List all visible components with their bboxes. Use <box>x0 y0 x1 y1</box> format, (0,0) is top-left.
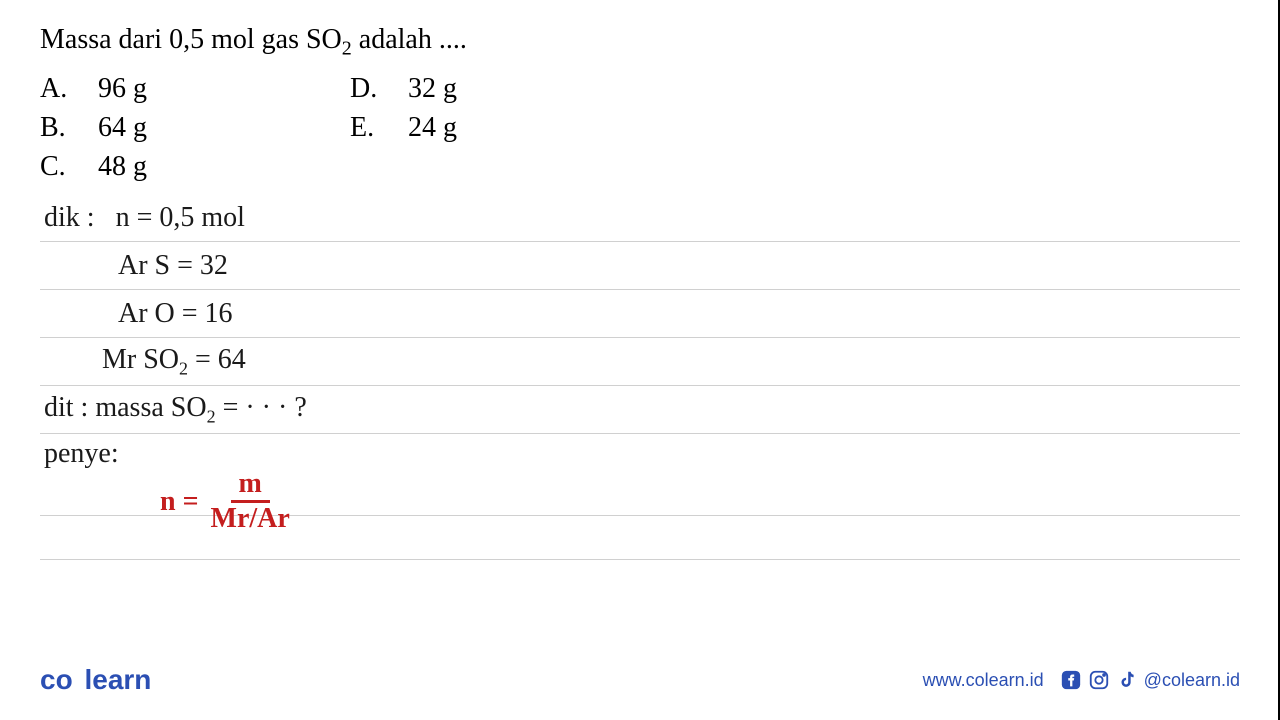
ar-o: Ar O = 16 <box>40 298 233 330</box>
option-letter-a: A. <box>40 69 98 108</box>
option-letter-d: D. <box>350 69 408 108</box>
option-value-c: 48 g <box>98 147 147 186</box>
work-line-4: Mr SO2 = 64 <box>40 338 1240 386</box>
footer: co learn www.colearn.id @colearn.id <box>40 664 1240 696</box>
logo-part2: learn <box>84 664 151 695</box>
option-c: C. 48 g <box>40 147 350 186</box>
formula-n-equals: n = <box>160 486 199 518</box>
penye-label: penye: <box>40 434 1240 470</box>
tiktok-icon[interactable] <box>1116 669 1138 691</box>
mr-after: = 64 <box>188 344 246 375</box>
website-link[interactable]: www.colearn.id <box>923 670 1044 691</box>
logo-separator <box>75 664 83 695</box>
work-line-2: Ar S = 32 <box>40 242 1240 290</box>
option-letter-e: E. <box>350 108 408 147</box>
work-line-5: dit : massa SO2 = · · · ? <box>40 386 1240 434</box>
social-links: @colearn.id <box>1060 669 1240 691</box>
instagram-icon[interactable] <box>1088 669 1110 691</box>
handwritten-work: dik : n = 0,5 mol Ar S = 32 Ar O = 16 Mr… <box>40 194 1240 604</box>
fraction-numerator: m <box>231 470 270 503</box>
option-value-b: 64 g <box>98 108 147 147</box>
dik-label: dik : n = 0,5 mol <box>40 202 245 234</box>
work-line-6: penye: n = m Mr/Ar <box>40 434 1240 516</box>
question-after: adalah .... <box>352 24 467 55</box>
option-a: A. 96 g <box>40 69 350 108</box>
work-line-1: dik : n = 0,5 mol <box>40 194 1240 242</box>
facebook-icon[interactable] <box>1060 669 1082 691</box>
question-before: Massa dari 0,5 mol gas SO <box>40 24 342 55</box>
option-b: B. 64 g <box>40 108 350 147</box>
social-handle: @colearn.id <box>1144 670 1240 691</box>
work-line-3: Ar O = 16 <box>40 290 1240 338</box>
option-d: D. 32 g <box>350 69 457 108</box>
work-line-empty-2 <box>40 560 1240 604</box>
option-e: E. 24 g <box>350 108 457 147</box>
dit-before: dit : massa SO <box>44 392 207 423</box>
ar-s: Ar S = 32 <box>40 250 228 282</box>
option-value-a: 96 g <box>98 69 147 108</box>
dit-line: dit : massa SO2 = · · · ? <box>40 392 307 428</box>
option-letter-c: C. <box>40 147 98 186</box>
work-line-empty-1 <box>40 516 1240 560</box>
mr-before: Mr SO <box>102 344 179 375</box>
mr-sub: 2 <box>179 358 188 378</box>
dit-after: = · · · ? <box>216 392 307 423</box>
question-text: Massa dari 0,5 mol gas SO2 adalah .... <box>40 24 1240 61</box>
colearn-logo: co learn <box>40 664 151 696</box>
options-grid: A. 96 g B. 64 g C. 48 g D. 32 g E. 24 g <box>40 69 1240 187</box>
option-letter-b: B. <box>40 108 98 147</box>
dik-text: dik : <box>44 202 95 233</box>
options-right-col: D. 32 g E. 24 g <box>350 69 457 187</box>
logo-part1: co <box>40 664 73 695</box>
footer-right: www.colearn.id @colearn.id <box>923 669 1240 691</box>
dik-eq: n = 0,5 mol <box>116 202 245 233</box>
options-left-col: A. 96 g B. 64 g C. 48 g <box>40 69 350 187</box>
dit-sub: 2 <box>207 406 216 426</box>
page-container: Massa dari 0,5 mol gas SO2 adalah .... A… <box>0 0 1280 720</box>
mr-so2: Mr SO2 = 64 <box>40 344 246 380</box>
question-subscript: 2 <box>342 38 352 60</box>
option-value-e: 24 g <box>408 108 457 147</box>
option-value-d: 32 g <box>408 69 457 108</box>
